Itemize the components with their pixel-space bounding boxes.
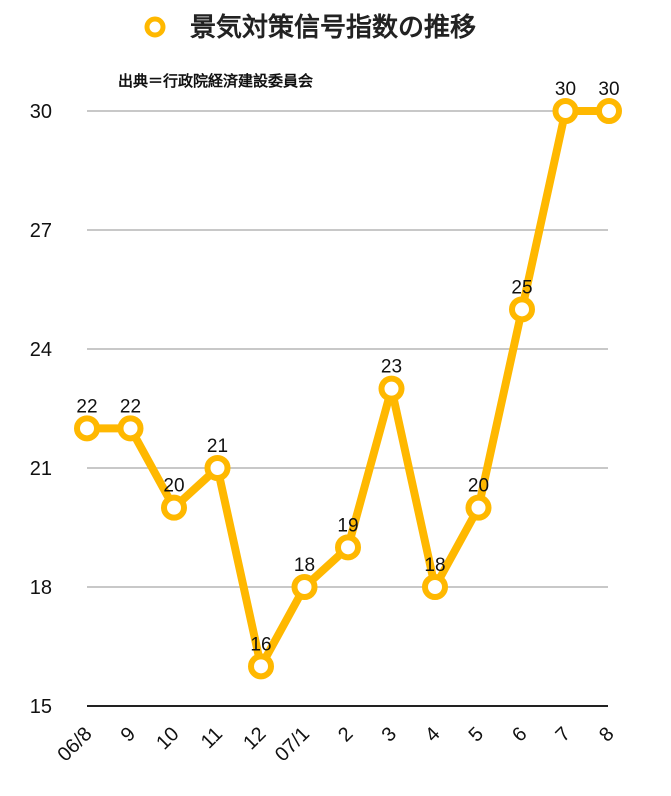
x-tick-label: 11 — [197, 723, 227, 753]
series — [74, 98, 622, 680]
series-line — [83, 107, 613, 671]
x-tick-label: 3 — [378, 723, 401, 746]
legend-marker-icon — [144, 16, 166, 38]
y-axis-ticks: 15 18 21 24 27 30 — [30, 101, 52, 718]
x-tick-label: 2 — [334, 723, 357, 746]
grid — [87, 110, 608, 707]
x-tick-label: 10 — [152, 723, 183, 754]
x-tick-label: 8 — [595, 723, 618, 746]
y-tick-label: 21 — [30, 458, 52, 480]
data-label: 16 — [250, 634, 271, 655]
data-label: 18 — [294, 555, 315, 576]
y-tick-label: 18 — [30, 577, 52, 599]
x-tick-label: 07/1 — [271, 723, 314, 766]
data-point — [291, 574, 318, 600]
data-label: 20 — [163, 476, 184, 497]
data-point — [552, 98, 579, 124]
data-labels: 22 22 20 21 16 18 19 23 18 20 25 30 30 — [76, 79, 619, 655]
source-note: 出典＝行政院経済建設委員会 — [118, 72, 313, 90]
y-tick-label: 30 — [30, 101, 52, 123]
data-point — [465, 494, 492, 521]
data-point — [378, 375, 405, 402]
x-tick-label: 9 — [117, 723, 140, 746]
data-point — [74, 415, 100, 442]
data-point — [422, 574, 448, 600]
data-label: 18 — [424, 555, 445, 576]
x-tick-label: 4 — [421, 723, 444, 746]
data-point — [161, 494, 187, 521]
data-point — [335, 534, 361, 561]
x-tick-label: 7 — [552, 723, 575, 746]
data-point — [596, 98, 622, 124]
data-label: 22 — [76, 396, 97, 417]
legend: 景気対策信号指数の推移 — [144, 12, 476, 43]
x-axis-ticks: 06/8 9 10 11 12 07/1 2 3 4 5 6 7 8 — [53, 723, 618, 766]
data-label: 20 — [468, 476, 489, 497]
y-tick-label: 24 — [30, 339, 52, 361]
data-label: 21 — [207, 436, 228, 457]
y-tick-label: 27 — [30, 220, 52, 242]
data-label: 19 — [337, 515, 358, 536]
data-label: 30 — [555, 79, 576, 100]
data-label: 30 — [598, 79, 619, 100]
x-tick-label: 5 — [465, 723, 488, 746]
data-label: 25 — [511, 277, 532, 298]
x-tick-label: 6 — [508, 723, 531, 746]
data-point — [204, 455, 231, 481]
x-tick-label: 06/8 — [53, 723, 96, 766]
y-tick-label: 15 — [30, 696, 52, 718]
data-label: 23 — [381, 357, 402, 378]
data-point — [248, 653, 274, 680]
data-point — [117, 415, 144, 442]
x-tick-label: 12 — [239, 723, 270, 754]
data-point — [509, 296, 535, 323]
data-label: 22 — [120, 396, 141, 417]
legend-label: 景気対策信号指数の推移 — [190, 12, 476, 43]
